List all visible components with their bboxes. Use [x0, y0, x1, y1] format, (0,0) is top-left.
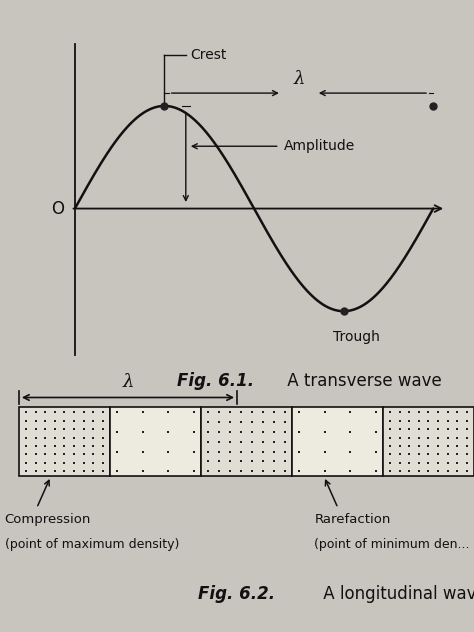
Bar: [19, 408, 110, 477]
Text: (point of minimum den...: (point of minimum den...: [314, 538, 470, 551]
Text: A longitudinal wave: A longitudinal wave: [318, 585, 474, 604]
Text: λ: λ: [293, 70, 304, 88]
Text: A transverse wave: A transverse wave: [282, 372, 442, 390]
Text: Rarefaction: Rarefaction: [314, 513, 391, 526]
Text: λ: λ: [122, 374, 134, 391]
Text: O: O: [51, 200, 64, 217]
Text: Fig. 6.1.: Fig. 6.1.: [177, 372, 254, 390]
Text: Amplitude: Amplitude: [284, 139, 355, 153]
Bar: [201, 408, 292, 477]
Text: Trough: Trough: [333, 329, 380, 344]
Text: (point of maximum density): (point of maximum density): [5, 538, 179, 551]
Text: Fig. 6.2.: Fig. 6.2.: [199, 585, 275, 604]
Bar: [383, 408, 474, 477]
Bar: [110, 408, 201, 477]
Bar: [292, 408, 383, 477]
Text: Crest: Crest: [190, 47, 227, 61]
Text: Compression: Compression: [5, 513, 91, 526]
